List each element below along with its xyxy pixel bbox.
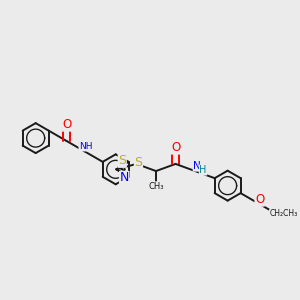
Text: O: O xyxy=(171,141,180,154)
Text: CH₂CH₃: CH₂CH₃ xyxy=(269,209,298,218)
Text: O: O xyxy=(62,118,71,131)
Text: O: O xyxy=(255,193,264,206)
Text: H: H xyxy=(200,165,207,175)
Text: S: S xyxy=(118,154,126,167)
Text: CH₃: CH₃ xyxy=(148,182,164,191)
Text: NH: NH xyxy=(79,142,92,151)
Text: N: N xyxy=(193,161,201,171)
Text: N: N xyxy=(120,171,129,184)
Text: S: S xyxy=(134,156,142,170)
